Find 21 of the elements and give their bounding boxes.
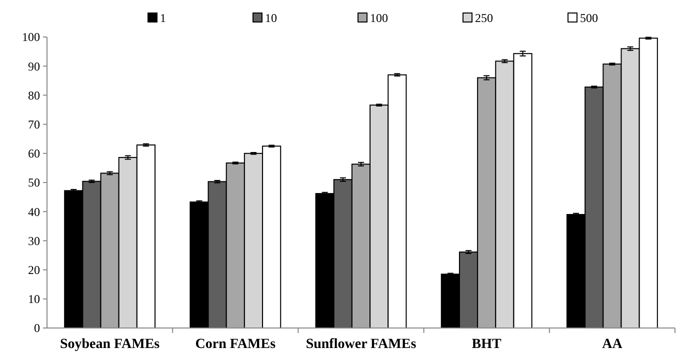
y-tick-label: 50: [28, 176, 40, 190]
legend-label: 500: [580, 11, 598, 26]
y-tick-label: 80: [28, 88, 40, 102]
x-tick-label: BHT: [472, 337, 502, 352]
legend-label: 10: [265, 11, 277, 26]
legend-label: 1: [160, 11, 166, 26]
x-tick-label: Sunflower FAMEs: [306, 337, 417, 352]
y-tick-label: 10: [28, 292, 40, 306]
legend-label: 250: [475, 11, 493, 26]
x-tick-label: AA: [602, 337, 624, 352]
y-tick-label: 100: [22, 30, 40, 44]
y-tick-label: 30: [28, 234, 40, 248]
y-tick-label: 0: [34, 321, 40, 336]
legend-label: 100: [370, 11, 388, 26]
x-tick-label: Corn FAMEs: [195, 337, 276, 352]
y-tick-label: 70: [28, 118, 40, 132]
x-tick-label: Soybean FAMEs: [60, 337, 160, 352]
y-tick-label: 60: [28, 146, 40, 161]
y-tick-label: 40: [28, 204, 40, 219]
y-tick-label: 20: [28, 263, 40, 277]
y-tick-label: 90: [28, 59, 40, 74]
